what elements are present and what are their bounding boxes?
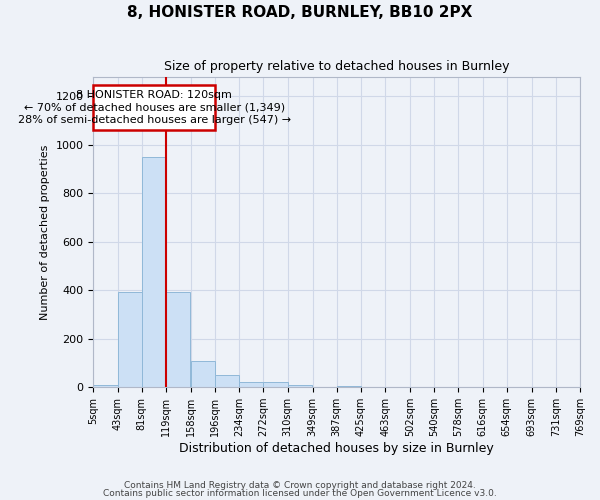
- X-axis label: Distribution of detached houses by size in Burnley: Distribution of detached houses by size …: [179, 442, 494, 455]
- Bar: [94, 86, 215, 130]
- Bar: [239, 382, 263, 387]
- Bar: [215, 374, 239, 387]
- Bar: [166, 292, 190, 387]
- Text: Contains HM Land Registry data © Crown copyright and database right 2024.: Contains HM Land Registry data © Crown c…: [124, 480, 476, 490]
- Text: 28% of semi-detached houses are larger (547) →: 28% of semi-detached houses are larger (…: [17, 116, 291, 126]
- Bar: [337, 386, 361, 387]
- Bar: [191, 361, 215, 387]
- Text: 8, HONISTER ROAD, BURNLEY, BB10 2PX: 8, HONISTER ROAD, BURNLEY, BB10 2PX: [127, 5, 473, 20]
- Bar: [142, 157, 166, 387]
- Bar: [118, 292, 142, 387]
- Text: 8 HONISTER ROAD: 120sqm: 8 HONISTER ROAD: 120sqm: [76, 90, 232, 100]
- Text: Contains public sector information licensed under the Open Government Licence v3: Contains public sector information licen…: [103, 489, 497, 498]
- Y-axis label: Number of detached properties: Number of detached properties: [40, 144, 50, 320]
- Bar: [263, 382, 287, 387]
- Bar: [94, 385, 118, 387]
- Title: Size of property relative to detached houses in Burnley: Size of property relative to detached ho…: [164, 60, 509, 73]
- Text: ← 70% of detached houses are smaller (1,349): ← 70% of detached houses are smaller (1,…: [23, 102, 285, 113]
- Bar: [287, 384, 312, 387]
